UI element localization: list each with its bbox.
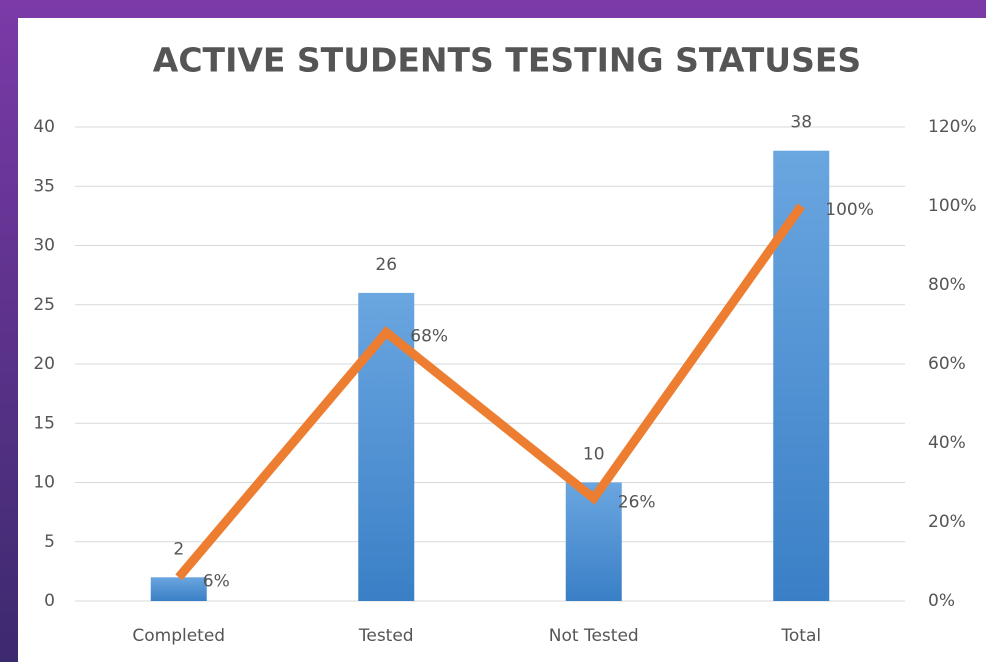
- y-tick-label: 30: [33, 236, 55, 256]
- y2-tick-label: 60%: [928, 354, 966, 374]
- y-tick-label: 40: [33, 117, 55, 137]
- y-tick-label: 25: [33, 295, 55, 315]
- y2-tick-label: 120%: [928, 117, 977, 137]
- y2-tick-label: 100%: [928, 196, 977, 216]
- bar-value-label: 38: [790, 113, 812, 133]
- bar-value-label: 26: [375, 255, 397, 275]
- bar-value-label: 2: [173, 539, 184, 559]
- x-tick-label: Not Tested: [549, 626, 639, 646]
- bar: [150, 577, 207, 601]
- y2-tick-label: 40%: [928, 433, 966, 453]
- y-tick-label: 5: [44, 532, 55, 552]
- line-value-label: 100%: [825, 200, 874, 220]
- bar: [773, 150, 830, 601]
- y-tick-label: 0: [44, 591, 55, 611]
- y-tick-label: 20: [33, 354, 55, 374]
- y-tick-label: 15: [33, 413, 55, 433]
- y2-tick-label: 0%: [928, 591, 955, 611]
- line-value-label: 68%: [410, 326, 448, 346]
- x-tick-label: Completed: [132, 626, 225, 646]
- line-value-label: 6%: [203, 571, 230, 591]
- line-value-label: 26%: [618, 492, 656, 512]
- x-tick-label: Total: [780, 626, 821, 646]
- y2-tick-label: 80%: [928, 275, 966, 295]
- y-tick-label: 35: [33, 176, 55, 196]
- line: [175, 203, 805, 581]
- panel: [18, 18, 986, 662]
- y2-tick-label: 20%: [928, 512, 966, 532]
- y-tick-label: 10: [33, 473, 55, 493]
- x-tick-label: Tested: [358, 626, 414, 646]
- bar-value-label: 10: [583, 445, 605, 465]
- chart-title: ACTIVE STUDENTS TESTING STATUSES: [153, 41, 861, 80]
